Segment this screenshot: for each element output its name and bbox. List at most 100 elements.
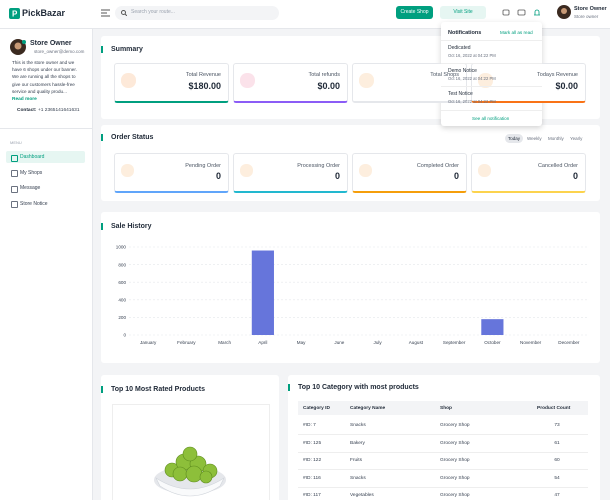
table-cell: 73 [554,423,560,428]
section-title: Summary [101,46,143,53]
y-tick-label: 200 [118,315,126,320]
logo: PickBazar [22,8,66,18]
order-icon [478,164,491,177]
section-title: Top 10 Category with most products [288,384,419,391]
x-tick-label: August [409,340,424,345]
top-bar [0,0,610,29]
logo-icon: P [9,8,20,19]
section-title: Order Status [101,134,153,141]
table-cell: #ID: 117 [303,493,321,498]
order-card [114,153,229,193]
table-cell: #ID: 125 [303,440,322,446]
see-all-notification[interactable]: See all notification [472,116,510,121]
order-value: 0 [215,171,221,181]
menu-item[interactable]: Message [20,185,41,191]
order-value: 0 [572,171,578,181]
x-tick-label: May [297,340,306,345]
status-tab[interactable]: Monthly [548,136,564,141]
mark-all-read[interactable]: Mark all as read [500,30,533,35]
notification-title: Demo Notice [448,68,477,74]
svg-text:P: P [12,10,18,19]
notification-divider [441,40,542,41]
profile-email: store_owner@demo.com [34,49,85,54]
menu-item[interactable]: Dashboard [20,154,45,160]
profile-name: Store Owner [30,40,72,47]
stat-label: Total Shops [430,72,459,78]
table-cell: Grocery Shop [440,423,470,428]
x-tick-label: September [443,340,466,345]
stat-label: Todays Revenue [537,72,578,78]
status-tab[interactable]: Today [505,134,524,143]
table-row-divider [298,486,588,488]
table-cell: 61 [554,440,560,446]
status-tab[interactable]: Weekly [527,136,542,141]
bar [481,319,504,335]
stat-value: $180.00 [188,81,221,91]
table-row-divider [298,434,588,435]
x-tick-label: April [258,340,267,345]
user-role: Store owner [574,14,599,19]
order-label: Cancelled Order [537,163,578,169]
table-cell: Grocery Shop [440,493,470,498]
search-box[interactable] [115,6,279,20]
menu-icon [11,170,18,177]
notification-date: Oct 16, 2022 at 04:22 PM [448,99,496,104]
stat-icon [478,73,493,88]
table-column-header: Category ID [303,406,330,411]
menu-item[interactable]: My Shops [20,169,43,176]
table-cell: 60 [554,458,560,463]
sale-history-chart: 0 200 400 600 800 1000 January February March Apr… [116,245,588,345]
order-value: 0 [334,171,340,181]
menu-title: MENU [10,140,22,145]
table-row-divider [298,469,588,470]
status-tab[interactable]: Yearly [570,136,583,141]
x-tick-label: November [520,340,542,345]
notification-title: Dedicated [448,45,471,51]
table-cell: Snacks [350,423,366,428]
chart-title: Sale History [101,223,151,230]
stat-value: $0.00 [317,81,340,91]
read-more-link[interactable]: Read more [12,97,37,102]
table-cell: Vegetables [350,493,374,498]
header-icons[interactable] [502,8,542,17]
menu-item[interactable]: Store Notice [20,200,48,207]
section-title: Top 10 Most Rated Products [101,386,205,393]
stat-icon [121,73,136,88]
order-label: Completed Order [416,163,459,169]
table-cell: Fruits [350,458,362,463]
category-table-card: Top 10 Category with most products [288,375,600,500]
y-tick-label: 1000 [116,245,127,250]
visit-site-button[interactable]: Visit Site [440,6,486,19]
table-cell: #ID: 122 [303,458,322,463]
notification-divider [441,86,542,87]
create-shop-button[interactable]: Create Shop [396,6,433,19]
stat-icon [240,73,255,88]
menu-active-bg [6,151,85,163]
table-cell: Grocery Shop [440,475,470,481]
table-cell: 54 [554,475,560,481]
table-cell: Bakery [350,440,365,446]
y-tick-label: 600 [118,280,126,285]
table-column-header: Shop [440,406,452,411]
stat-value: $0.00 [555,81,578,91]
table-cell: Grocery Shop [440,458,470,463]
profile-bio: This is the store owner and we have 6 sh… [12,60,77,94]
menu-icon [11,185,18,193]
y-tick-label: 0 [123,333,126,338]
notifications-title: Notifications [448,30,482,36]
menu-toggle[interactable] [101,9,110,17]
stat-label: Total refunds [308,72,341,78]
x-tick-label: June [334,340,344,345]
order-label: Processing Order [297,163,340,169]
menu-icon [11,154,18,162]
user-avatar[interactable] [557,5,571,19]
order-icon [240,164,253,177]
notification-divider [441,110,542,111]
table-cell: Grocery Shop [440,440,470,446]
sidebar [0,29,93,500]
order-icon [121,164,134,177]
table-header [298,401,588,415]
table-cell: #ID: 7 [303,423,316,428]
divider [0,128,92,129]
